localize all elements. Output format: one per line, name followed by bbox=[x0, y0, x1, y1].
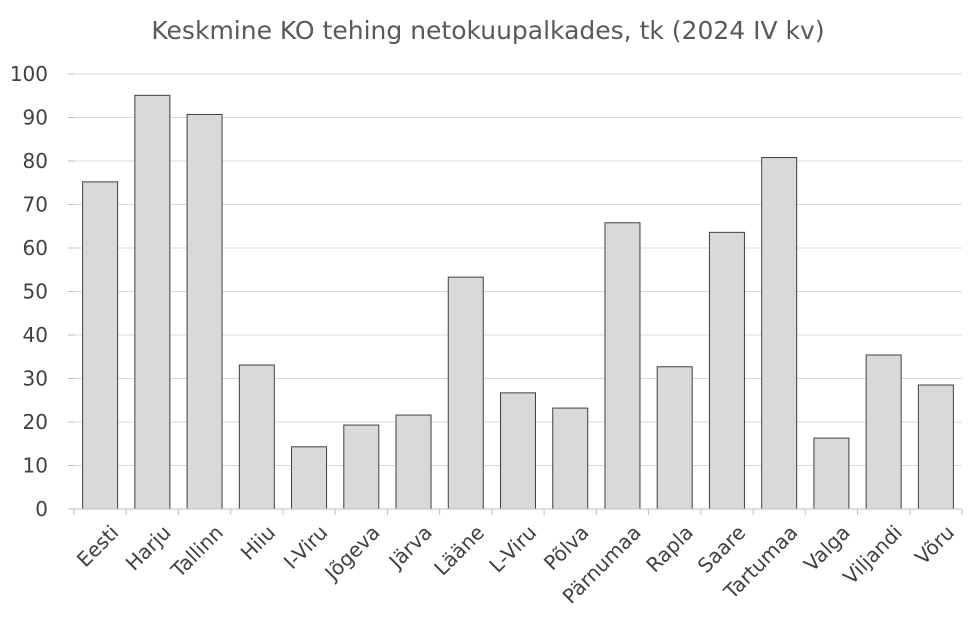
bar bbox=[447, 276, 484, 510]
y-tick-label: 0 bbox=[35, 497, 48, 521]
bar bbox=[708, 231, 745, 510]
y-tick-label: 60 bbox=[23, 236, 48, 260]
x-category-label: Võru bbox=[910, 520, 959, 569]
bar bbox=[604, 222, 641, 510]
bar bbox=[500, 392, 536, 510]
bar bbox=[82, 181, 119, 510]
bar bbox=[238, 364, 275, 510]
bar bbox=[186, 113, 223, 510]
bar bbox=[343, 424, 380, 510]
y-tick-label: 10 bbox=[23, 454, 48, 478]
y-tick-label: 80 bbox=[23, 149, 48, 173]
y-tick-label: 70 bbox=[23, 193, 48, 217]
y-tick-label: 30 bbox=[23, 367, 48, 391]
x-category-label: Tallinn bbox=[166, 520, 228, 582]
y-tick-label: 50 bbox=[23, 280, 48, 304]
x-category-label: L-Viru bbox=[484, 520, 541, 577]
bar bbox=[813, 437, 850, 510]
bar bbox=[656, 366, 693, 510]
x-category-label: Jõgeva bbox=[319, 520, 385, 586]
x-axis bbox=[73, 508, 963, 515]
y-tick-label: 90 bbox=[23, 106, 48, 130]
x-category-label: Eesti bbox=[72, 520, 123, 571]
x-category-label: Järva bbox=[383, 520, 437, 574]
y-tick-label: 20 bbox=[23, 410, 48, 434]
y-axis-ticks: 0 10 20 30 40 50 60 70 80 90 100 bbox=[10, 62, 74, 521]
y-tick-label: 40 bbox=[23, 323, 48, 347]
x-category-label: Rapla bbox=[641, 520, 698, 577]
bar bbox=[865, 354, 902, 510]
y-tick-label: 100 bbox=[10, 62, 48, 86]
bar bbox=[761, 157, 798, 510]
bars bbox=[82, 94, 954, 510]
bar bbox=[291, 446, 328, 510]
bar bbox=[395, 414, 432, 510]
bar bbox=[552, 407, 589, 510]
bar bbox=[917, 384, 954, 510]
x-category-label: Viljandi bbox=[838, 520, 907, 589]
bar bbox=[134, 94, 171, 510]
chart-title: Keskmine KO tehing netokuupalkades, tk (… bbox=[151, 16, 824, 45]
x-category-label: Lääne bbox=[429, 520, 489, 580]
x-category-label: Hiiu bbox=[236, 520, 280, 564]
